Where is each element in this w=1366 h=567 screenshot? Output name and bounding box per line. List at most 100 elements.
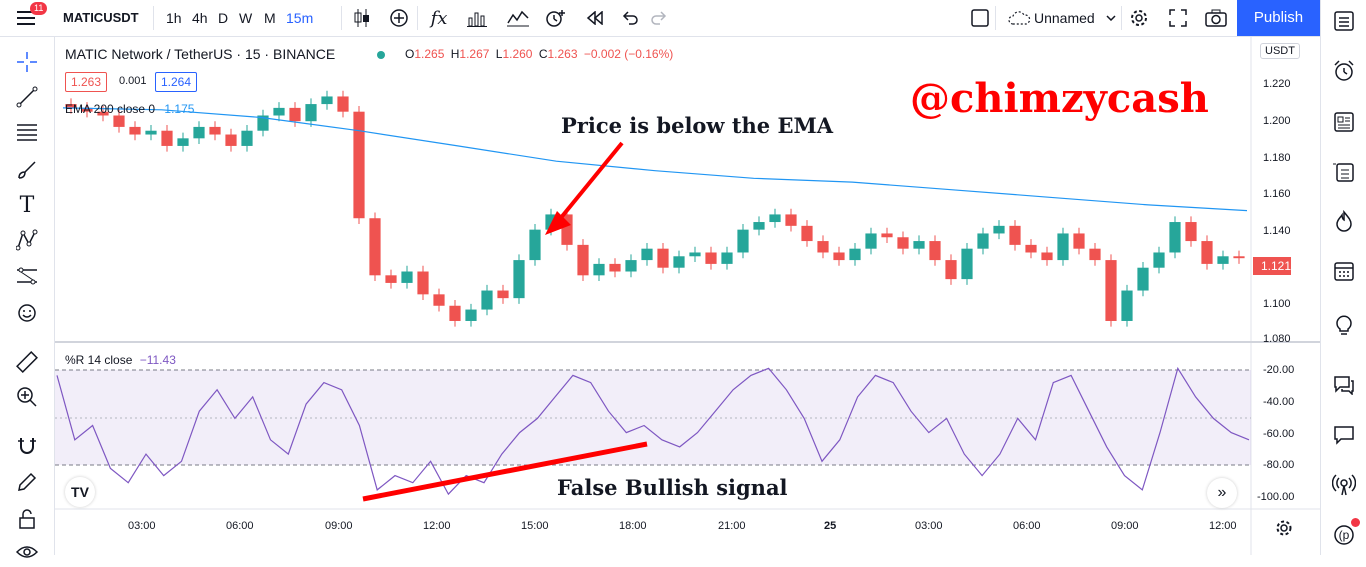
price-tick: 1.080 [1263,333,1291,345]
watchlist-icon[interactable] [1329,6,1359,36]
layout-square-icon[interactable] [965,3,995,33]
candle-body [753,222,765,230]
candle-body [849,248,861,261]
help-icon[interactable]: (p [1329,518,1360,550]
price-tick: 1.180 [1263,152,1291,164]
candle-body [561,214,573,245]
sell-price-box[interactable]: 1.263 [65,72,108,92]
annotation-underline [362,441,648,502]
trend-line-icon[interactable] [12,82,42,112]
c-label: C [538,47,548,61]
symbol-search-button[interactable]: MATICUSDT [63,10,139,25]
replay-icon[interactable] [580,3,610,33]
undo-icon[interactable] [615,3,645,33]
chart-canvas[interactable]: 1.121 [55,37,1320,555]
candle-body [545,214,557,230]
ohlc-values: O1.265 H1.267 L1.260 C1.263 −0.002 (−0.1… [405,47,673,61]
interval-4h[interactable]: 4h [192,10,208,26]
interval-w[interactable]: W [239,10,253,26]
comment-icon[interactable] [1329,420,1359,450]
tradingview-logo-icon[interactable]: TV [65,477,95,507]
scroll-to-realtime-icon[interactable]: » [1207,478,1237,508]
prediction-icon[interactable] [12,261,42,291]
candle-body [721,252,733,264]
wr-tick: -100.00 [1257,491,1295,503]
gear-icon[interactable] [1124,3,1154,33]
candle-body [961,248,973,280]
layout-name-button[interactable]: Unnamed [1034,10,1095,26]
price-tick: 1.160 [1263,188,1291,200]
interval-d[interactable]: D [218,10,229,26]
lock-icon[interactable] [12,504,42,534]
currency-label[interactable]: USDT [1260,43,1300,59]
divider [153,6,154,30]
interval-m[interactable]: M [264,10,276,26]
hotlist-flame-icon[interactable] [1329,206,1359,236]
calendar-icon[interactable] [1329,256,1359,286]
candles-style-icon[interactable] [347,3,377,33]
candle-body [801,225,813,242]
candle-body [817,241,829,253]
ruler-icon[interactable] [12,347,42,377]
pencil-lock-icon[interactable] [12,467,42,497]
time-tick: 06:00 [1013,520,1041,532]
candle-body [945,260,957,280]
annotation-arrow [553,141,624,227]
cloud-icon[interactable] [1004,3,1034,33]
lightbulb-icon[interactable] [1329,310,1359,340]
candle-body [897,237,909,249]
widget-bar: (p [1320,0,1366,555]
candle-body [929,241,941,261]
indicators-icon[interactable]: fx [430,7,448,29]
crosshair-icon[interactable] [12,47,42,77]
menu-icon[interactable] [11,3,41,33]
drawing-toolbar: T [0,37,55,558]
divider [1121,6,1122,30]
interval-15m[interactable]: 15m [286,10,314,26]
camera-icon[interactable] [1201,3,1231,33]
candle-body [865,233,877,249]
buy-price-box[interactable]: 1.264 [155,72,198,92]
candle-body [241,130,253,146]
zoom-in-icon[interactable] [12,382,42,412]
news-icon[interactable] [1329,107,1359,137]
financials-icon[interactable] [462,3,492,33]
chevron-down-icon[interactable] [1096,3,1126,33]
candle-body [1217,256,1229,264]
h-value: 1.267 [459,47,490,61]
price-tick: 1.220 [1263,78,1291,90]
alarm-clock-icon[interactable] [1329,56,1359,86]
candle-body [641,248,653,261]
redo-icon[interactable] [644,3,674,33]
candle-body [1105,260,1117,321]
o-label: O [405,47,415,61]
candle-body [1137,267,1149,291]
pattern-icon[interactable] [12,225,42,255]
text-tool-icon[interactable]: T [19,192,35,218]
calendar-list-icon[interactable] [1329,157,1359,187]
interval-1h[interactable]: 1h [166,10,182,26]
settings-gear-icon[interactable] [1269,513,1299,543]
brush-icon[interactable] [12,155,42,185]
candle-body [225,134,237,146]
candle-body [305,104,317,122]
eye-icon[interactable] [12,537,42,567]
candle-body [129,126,141,135]
chart-area[interactable]: 1.121 MATIC Network / TetherUS · 15 · BI… [55,37,1320,555]
magnet-icon[interactable] [12,431,42,461]
candle-body [673,256,685,268]
spread-value: 0.001 [119,75,147,87]
chat-icon[interactable] [1329,370,1359,400]
publish-button[interactable]: Publish [1237,0,1320,36]
smiley-icon[interactable] [12,298,42,328]
candle-body [769,214,781,223]
candle-body [625,260,637,272]
candle-body [737,229,749,253]
alert-clock-icon[interactable] [540,3,570,33]
templates-icon[interactable] [503,3,533,33]
change-value: −0.002 (−0.16%) [583,47,674,61]
compare-add-icon[interactable] [384,3,414,33]
fullscreen-icon[interactable] [1163,3,1193,33]
broadcast-icon[interactable] [1329,470,1359,500]
fib-retracement-icon[interactable] [12,117,42,147]
